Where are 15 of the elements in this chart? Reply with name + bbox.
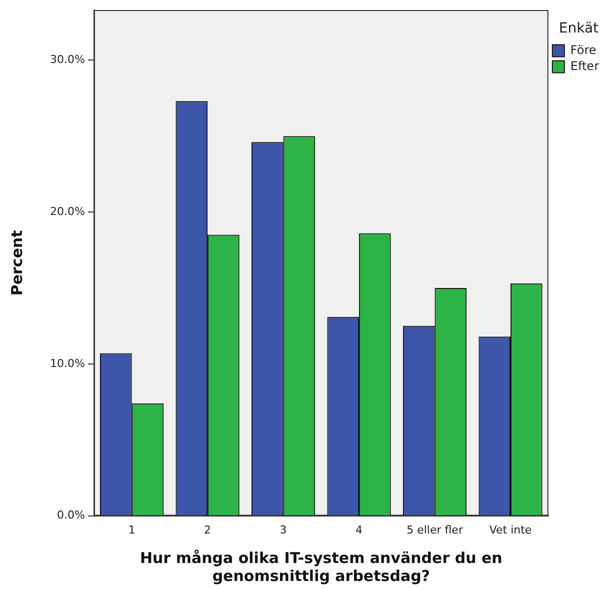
x-axis-title: Hur många olika IT-system använder du en genomsnittlig arbetsdag? [140, 548, 502, 585]
x-tick-label: 1 [128, 523, 136, 536]
x-tick-label: 3 [280, 523, 287, 536]
y-tick-label: 30.0% [50, 52, 85, 66]
legend-title: Enkät [558, 20, 600, 37]
x-tick-label: Vet inte [489, 523, 532, 536]
x-tick-label: 2 [204, 523, 212, 536]
y-axis-title: Percent [8, 230, 26, 296]
x-tick-label: 4 [356, 523, 363, 536]
y-tick-label: 10.0% [50, 356, 85, 370]
x-tick-label: 5 eller fler [406, 523, 464, 536]
y-tick-label: 0.0% [56, 508, 85, 522]
legend-label: Efter [570, 58, 600, 73]
y-tick-label: 20.0% [50, 204, 85, 218]
legend-label: Före [570, 42, 596, 57]
